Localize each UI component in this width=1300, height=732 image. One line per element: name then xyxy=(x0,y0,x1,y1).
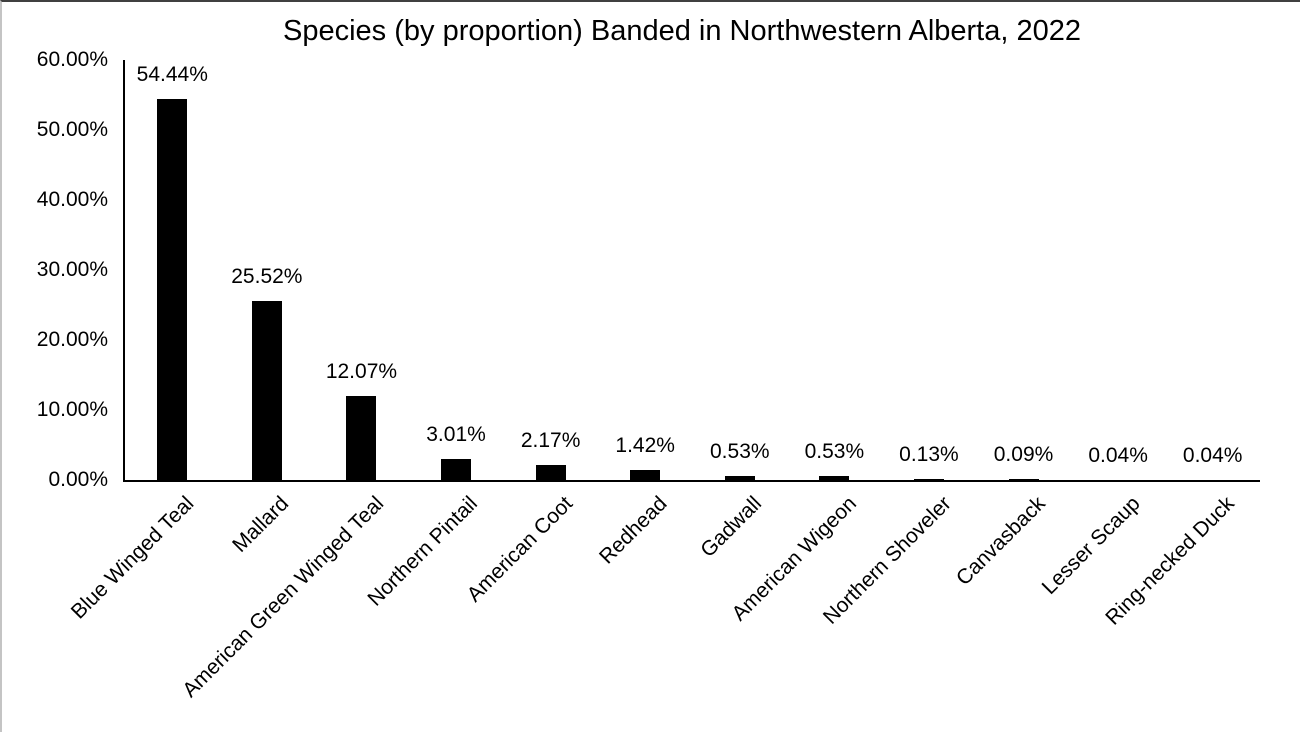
bar-canvasback xyxy=(1008,479,1039,480)
bar-american-green-winged-teal xyxy=(346,395,377,480)
bar-value-label: 2.17% xyxy=(520,428,581,452)
bar-northern-pintail xyxy=(441,458,472,480)
y-axis-tick-label: 20.00% xyxy=(36,328,108,351)
bar-value-label: 12.07% xyxy=(325,359,398,383)
y-axis-tick-label: 50.00% xyxy=(36,118,108,141)
x-axis-line xyxy=(123,480,1260,482)
bar-redhead xyxy=(630,470,661,480)
x-axis-category-label: Redhead xyxy=(594,492,672,569)
y-axis-tick-label: 10.00% xyxy=(36,398,108,421)
bar-value-label: 0.53% xyxy=(710,440,770,464)
x-axis-category-label: Lesser Scaup xyxy=(1037,492,1145,600)
bar-gadwall xyxy=(724,476,755,480)
y-axis-tick-label: 60.00% xyxy=(36,48,108,71)
bar-value-label: 0.13% xyxy=(899,443,959,467)
bar-mallard xyxy=(251,301,282,480)
y-axis-line xyxy=(123,60,125,482)
x-axis-category-label: Blue Winged Teal xyxy=(66,492,199,624)
bar-value-label: 25.52% xyxy=(231,265,303,289)
bar-value-label: 54.44% xyxy=(136,62,208,86)
bar-northern-shoveler xyxy=(913,479,944,480)
bar-value-label: 0.04% xyxy=(1182,443,1243,467)
bar-value-label: 1.42% xyxy=(615,434,675,458)
bar-value-label: 3.01% xyxy=(426,422,486,446)
chart-title: Species (by proportion) Banded in Northw… xyxy=(283,15,1081,47)
x-axis-category-label: Canvasback xyxy=(951,492,1050,590)
y-axis-tick-label: 0.00% xyxy=(48,468,108,491)
x-axis-category-label: Mallard xyxy=(228,492,294,557)
bar-american-wigeon xyxy=(819,476,850,480)
x-axis-category-label: Gadwall xyxy=(696,492,767,562)
bar-blue-winged-teal xyxy=(157,98,188,480)
y-axis-tick-label: 30.00% xyxy=(36,258,108,281)
bar-value-label: 0.04% xyxy=(1088,443,1148,467)
bar-value-label: 0.09% xyxy=(993,443,1054,467)
y-axis-tick-label: 40.00% xyxy=(36,188,108,211)
x-axis-category-label: American Green Winged Teal xyxy=(177,492,388,702)
bar-value-label: 0.53% xyxy=(804,440,865,464)
bar-american-coot xyxy=(535,464,566,480)
